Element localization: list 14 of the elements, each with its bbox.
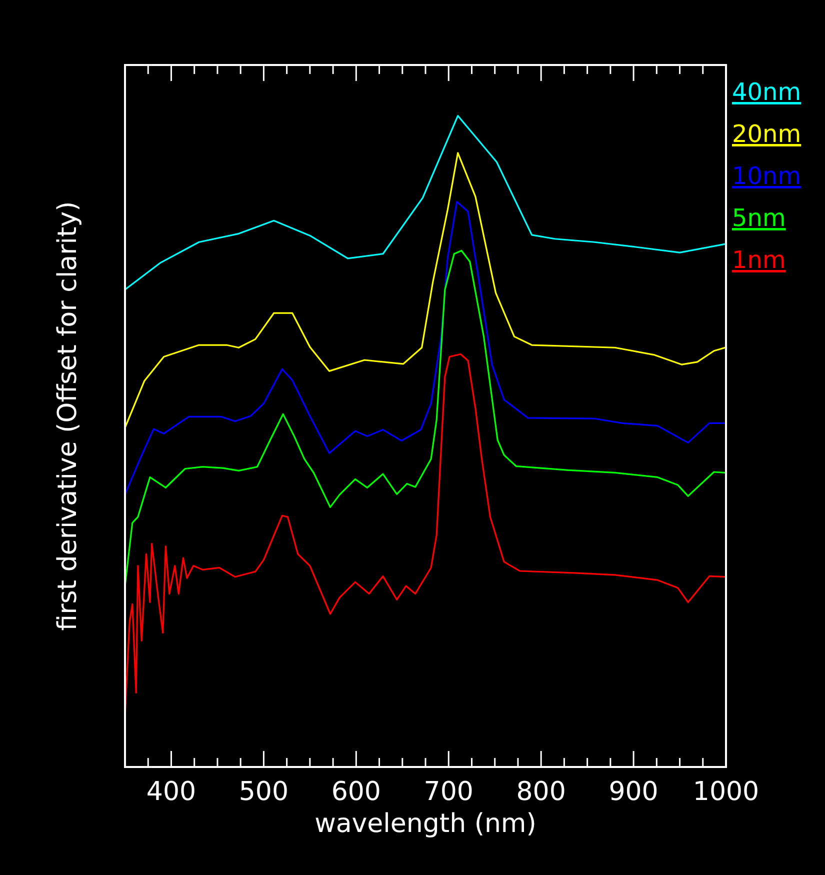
text: 40nm	[732, 78, 802, 106]
text: 5nm	[732, 204, 786, 232]
text: 10nm	[732, 162, 802, 190]
x-tick-label: 400	[146, 777, 196, 807]
x-tick-label: 600	[331, 777, 381, 807]
y-axis-title: first derivative (Offset for clarity)	[53, 201, 83, 631]
text: 1nm	[732, 246, 786, 274]
x-tick-label: 500	[238, 777, 289, 807]
x-axis-title: wavelength (nm)	[314, 809, 536, 839]
x-tick-label: 800	[516, 777, 566, 807]
x-tick-label: 700	[424, 777, 474, 807]
text: 20nm	[732, 120, 802, 148]
x-tick-label: 1000	[692, 777, 760, 807]
x-tick-label: 900	[608, 777, 658, 807]
